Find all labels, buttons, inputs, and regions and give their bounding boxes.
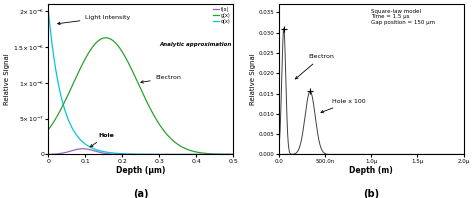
Text: (b): (b) [363, 188, 379, 198]
Text: Square-law model
Time = 1.5 μs
Gap position = 150 μm: Square-law model Time = 1.5 μs Gap posit… [371, 9, 435, 25]
X-axis label: Depth (μm): Depth (μm) [116, 166, 165, 175]
Text: (a): (a) [133, 188, 149, 198]
Legend: f(x), g(x), q(x): f(x), g(x), q(x) [213, 7, 231, 24]
Text: Light Intensity: Light Intensity [58, 14, 131, 25]
Text: Electron: Electron [141, 75, 182, 83]
X-axis label: Depth (m): Depth (m) [349, 166, 393, 175]
Text: Electron: Electron [295, 54, 334, 79]
Text: Analytic approximation: Analytic approximation [159, 42, 232, 47]
Y-axis label: Relative Signal: Relative Signal [250, 53, 256, 105]
Text: Hole x 100: Hole x 100 [321, 99, 366, 113]
Text: Hole: Hole [90, 133, 114, 147]
Y-axis label: Relative Signal: Relative Signal [4, 53, 10, 105]
